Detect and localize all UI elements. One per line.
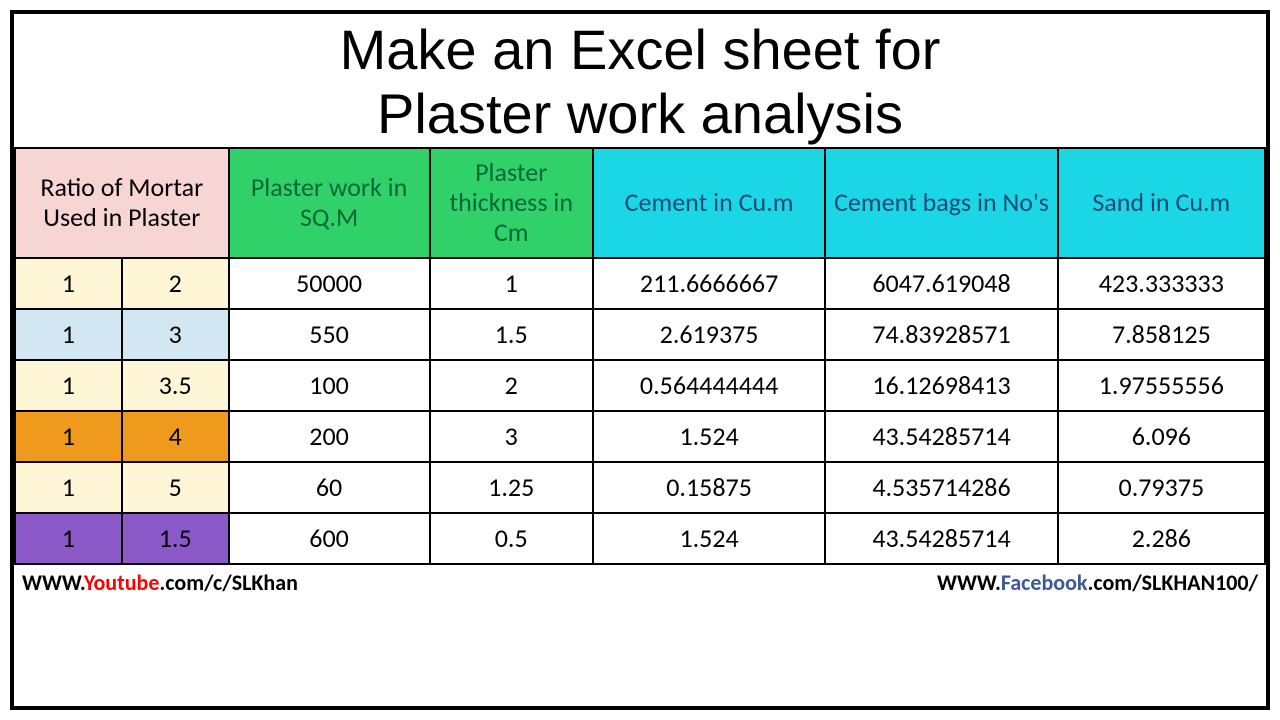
footer-left: WWW.Youtube.com/c/SLKhan	[22, 569, 298, 596]
table-row: 1 4 200 3 1.524 43.54285714 6.096	[15, 411, 1265, 462]
table-body: 1 2 50000 1 211.6666667 6047.619048 423.…	[15, 258, 1265, 564]
cell-ratio1: 1	[15, 513, 122, 564]
cell-bags: 74.83928571	[825, 309, 1057, 360]
cell-ratio1: 1	[15, 360, 122, 411]
cell-ratio2: 4	[122, 411, 229, 462]
cell-thickness: 3	[430, 411, 593, 462]
footer-right: WWW.Facebook.com/SLKHAN100/	[937, 569, 1258, 596]
cell-plaster: 100	[229, 360, 430, 411]
footer: WWW.Youtube.com/c/SLKhan WWW.Facebook.co…	[14, 565, 1266, 600]
footer-left-post: .com/c/SLKhan	[159, 569, 297, 596]
cell-cement: 2.619375	[593, 309, 825, 360]
hdr-cement: Cement in Cu.m	[593, 148, 825, 258]
title-line-2: Plaster work analysis	[377, 82, 903, 145]
cell-ratio2: 3	[122, 309, 229, 360]
cell-ratio2: 1.5	[122, 513, 229, 564]
hdr-ratio: Ratio of Mortar Used in Plaster	[15, 148, 229, 258]
cell-sand: 6.096	[1058, 411, 1265, 462]
table-row: 1 1.5 600 0.5 1.524 43.54285714 2.286	[15, 513, 1265, 564]
cell-bags: 43.54285714	[825, 411, 1057, 462]
hdr-plaster-work: Plaster work in SQ.M	[229, 148, 430, 258]
table-row: 1 3.5 100 2 0.564444444 16.12698413 1.97…	[15, 360, 1265, 411]
cell-sand: 1.97555556	[1058, 360, 1265, 411]
cell-thickness: 2	[430, 360, 593, 411]
cell-sand: 423.333333	[1058, 258, 1265, 309]
cell-ratio1: 1	[15, 258, 122, 309]
footer-right-post: .com/SLKHAN100/	[1088, 569, 1259, 596]
footer-left-pre: WWW.	[22, 569, 84, 596]
cell-ratio1: 1	[15, 309, 122, 360]
footer-right-pre: WWW.	[937, 569, 1001, 596]
cell-plaster: 600	[229, 513, 430, 564]
table-row: 1 2 50000 1 211.6666667 6047.619048 423.…	[15, 258, 1265, 309]
main-frame: Make an Excel sheet for Plaster work ana…	[10, 10, 1270, 710]
cell-sand: 7.858125	[1058, 309, 1265, 360]
cell-cement: 0.564444444	[593, 360, 825, 411]
cell-sand: 2.286	[1058, 513, 1265, 564]
cell-ratio1: 1	[15, 411, 122, 462]
cell-ratio2: 2	[122, 258, 229, 309]
cell-ratio2: 5	[122, 462, 229, 513]
header-row: Ratio of Mortar Used in Plaster Plaster …	[15, 148, 1265, 258]
cell-bags: 43.54285714	[825, 513, 1057, 564]
cell-bags: 4.535714286	[825, 462, 1057, 513]
page-title: Make an Excel sheet for Plaster work ana…	[14, 14, 1266, 147]
cell-bags: 16.12698413	[825, 360, 1057, 411]
cell-bags: 6047.619048	[825, 258, 1057, 309]
cell-plaster: 550	[229, 309, 430, 360]
cell-plaster: 200	[229, 411, 430, 462]
cell-cement: 211.6666667	[593, 258, 825, 309]
cell-cement: 1.524	[593, 411, 825, 462]
hdr-bags: Cement bags in No's	[825, 148, 1057, 258]
cell-sand: 0.79375	[1058, 462, 1265, 513]
table-row: 1 3 550 1.5 2.619375 74.83928571 7.85812…	[15, 309, 1265, 360]
cell-plaster: 60	[229, 462, 430, 513]
cell-ratio2: 3.5	[122, 360, 229, 411]
cell-thickness: 0.5	[430, 513, 593, 564]
footer-left-brand: Youtube	[84, 569, 160, 596]
cell-cement: 0.15875	[593, 462, 825, 513]
cell-plaster: 50000	[229, 258, 430, 309]
title-line-1: Make an Excel sheet for	[340, 18, 941, 81]
table-row: 1 5 60 1.25 0.15875 4.535714286 0.79375	[15, 462, 1265, 513]
cell-thickness: 1	[430, 258, 593, 309]
hdr-thickness: Plaster thickness in Cm	[430, 148, 593, 258]
cell-thickness: 1.5	[430, 309, 593, 360]
plaster-table: Ratio of Mortar Used in Plaster Plaster …	[14, 147, 1266, 565]
cell-thickness: 1.25	[430, 462, 593, 513]
footer-right-brand: Facebook	[1001, 569, 1088, 596]
cell-ratio1: 1	[15, 462, 122, 513]
hdr-sand: Sand in Cu.m	[1058, 148, 1265, 258]
cell-cement: 1.524	[593, 513, 825, 564]
